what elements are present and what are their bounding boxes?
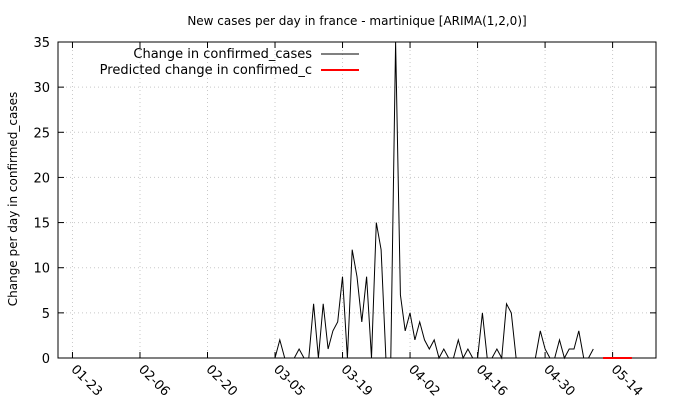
y-tick-label: 10 — [33, 262, 50, 277]
chart-title: New cases per day in france - martinique… — [187, 14, 526, 28]
y-axis-label: Change per day in confirmed_cases — [6, 92, 20, 307]
series-lines — [67, 41, 632, 360]
x-tick-label: 03-19 — [338, 362, 375, 399]
y-tick-label: 15 — [33, 217, 50, 232]
y-tick-label: 0 — [42, 352, 50, 367]
x-tick-label: 04-30 — [540, 362, 577, 399]
x-tick-label: 05-14 — [608, 362, 645, 399]
x-tick-label: 04-16 — [473, 362, 510, 399]
y-tick-label: 30 — [33, 81, 50, 96]
x-tick-label: 04-02 — [405, 362, 442, 399]
x-tick-label: 03-05 — [270, 362, 307, 399]
x-tick-label: 01-23 — [68, 362, 105, 399]
y-tick-label: 35 — [33, 36, 50, 51]
y-tick-label: 25 — [33, 126, 50, 141]
y-tick-label: 20 — [33, 171, 50, 186]
x-tick-label: 02-20 — [203, 362, 240, 399]
x-tick-label: 02-06 — [135, 362, 172, 399]
axes: 0 5 10 15 20 25 30 35 01-23 02-06 02-20 03-05 03-19 0… — [33, 36, 657, 400]
legend-label-2: Predicted change in confirmed_c — [100, 63, 312, 78]
legend-label-1: Change in confirmed_cases — [133, 47, 312, 62]
grid-lines — [58, 42, 656, 358]
y-tick-label: 5 — [42, 307, 50, 322]
series-line-1 — [67, 41, 594, 360]
plot-frame — [57, 41, 657, 359]
